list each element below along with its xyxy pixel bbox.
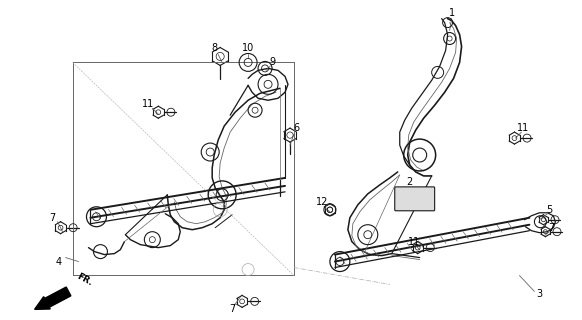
Text: 10: 10: [242, 44, 254, 53]
Text: 6: 6: [293, 123, 299, 133]
Text: FR.: FR.: [76, 272, 94, 287]
Text: 7: 7: [548, 223, 555, 233]
Text: 11: 11: [517, 123, 530, 133]
Text: 11: 11: [142, 99, 154, 109]
Text: 9: 9: [269, 57, 275, 68]
Text: 7: 7: [229, 304, 235, 314]
FancyBboxPatch shape: [395, 187, 435, 211]
Text: 4: 4: [55, 257, 62, 267]
Text: 5: 5: [546, 205, 552, 215]
Text: 1: 1: [449, 8, 455, 18]
FancyArrow shape: [34, 287, 71, 309]
Text: 11: 11: [407, 237, 420, 247]
Text: 12: 12: [316, 197, 328, 207]
Text: 3: 3: [537, 289, 542, 300]
Text: 8: 8: [211, 44, 217, 53]
Text: 7: 7: [49, 213, 56, 223]
Text: 2: 2: [407, 177, 413, 187]
